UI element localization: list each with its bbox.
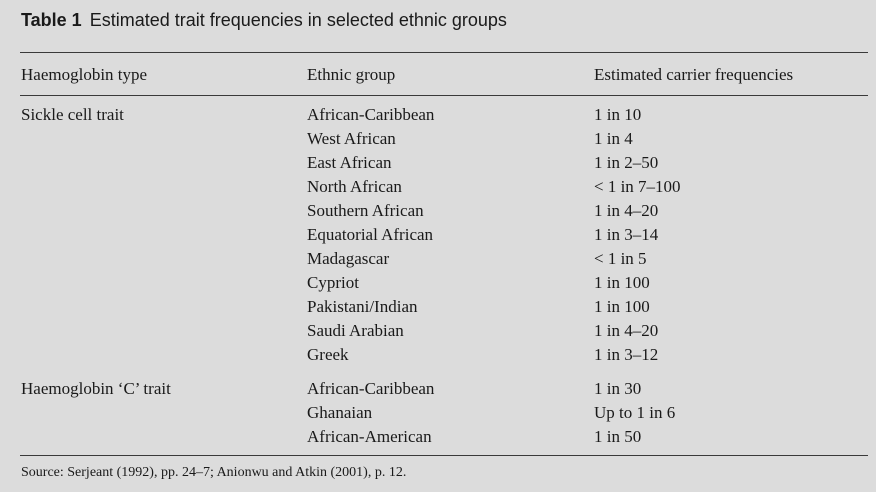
carrier-frequency-cell: 1 in 4–20 <box>594 321 659 340</box>
haemoglobin-type-cell: Haemoglobin ‘C’ trait <box>21 379 171 398</box>
ethnic-group-cell: African-Caribbean <box>307 379 435 398</box>
header-haemoglobin-type: Haemoglobin type <box>21 65 148 84</box>
header-rule <box>20 95 868 96</box>
carrier-frequency-cell: 1 in 2–50 <box>594 153 659 172</box>
carrier-frequency-cell: < 1 in 7–100 <box>594 177 681 196</box>
carrier-frequency-cell: 1 in 100 <box>594 273 650 292</box>
ethnic-group-cell: Cypriot <box>307 273 359 292</box>
ethnic-group-cell: Madagascar <box>307 249 390 268</box>
top-rule <box>20 52 868 53</box>
carrier-frequency-cell: 1 in 3–12 <box>594 345 659 364</box>
table-number: Table 1 <box>21 10 82 30</box>
carrier-frequency-cell: 1 in 4–20 <box>594 201 659 220</box>
carrier-frequency-cell: 1 in 100 <box>594 297 650 316</box>
ethnic-group-cell: Greek <box>307 345 349 364</box>
ethnic-group-cell: East African <box>307 153 392 172</box>
carrier-frequency-cell: 1 in 30 <box>594 379 642 398</box>
ethnic-group-cell: Southern African <box>307 201 424 220</box>
header-ethnic-group: Ethnic group <box>307 65 396 84</box>
table-source: Source: Serjeant (1992), pp. 24–7; Anion… <box>21 465 407 480</box>
carrier-frequency-cell: < 1 in 5 <box>594 249 647 268</box>
ethnic-group-cell: African-Caribbean <box>307 105 435 124</box>
ethnic-group-cell: Pakistani/Indian <box>307 297 418 316</box>
ethnic-group-cell: North African <box>307 177 402 196</box>
header-carrier-frequencies: Estimated carrier frequencies <box>594 65 794 84</box>
table-title: Estimated trait frequencies in selected … <box>89 10 507 30</box>
bottom-rule <box>20 455 868 456</box>
table-caption: Table 1 Estimated trait frequencies in se… <box>21 10 507 31</box>
ethnic-group-cell: African-American <box>307 427 432 446</box>
haemoglobin-type-cell: Sickle cell trait <box>21 105 124 124</box>
ethnic-group-cell: Equatorial African <box>307 225 434 244</box>
ethnic-group-cell: Ghanaian <box>307 403 373 422</box>
carrier-frequency-cell: Up to 1 in 6 <box>594 403 676 422</box>
carrier-frequency-cell: 1 in 50 <box>594 427 642 446</box>
ethnic-group-cell: West African <box>307 129 396 148</box>
ethnic-group-cell: Saudi Arabian <box>307 321 404 340</box>
carrier-frequency-cell: 1 in 3–14 <box>594 225 659 244</box>
carrier-frequency-cell: 1 in 4 <box>594 129 633 148</box>
carrier-frequency-cell: 1 in 10 <box>594 105 642 124</box>
